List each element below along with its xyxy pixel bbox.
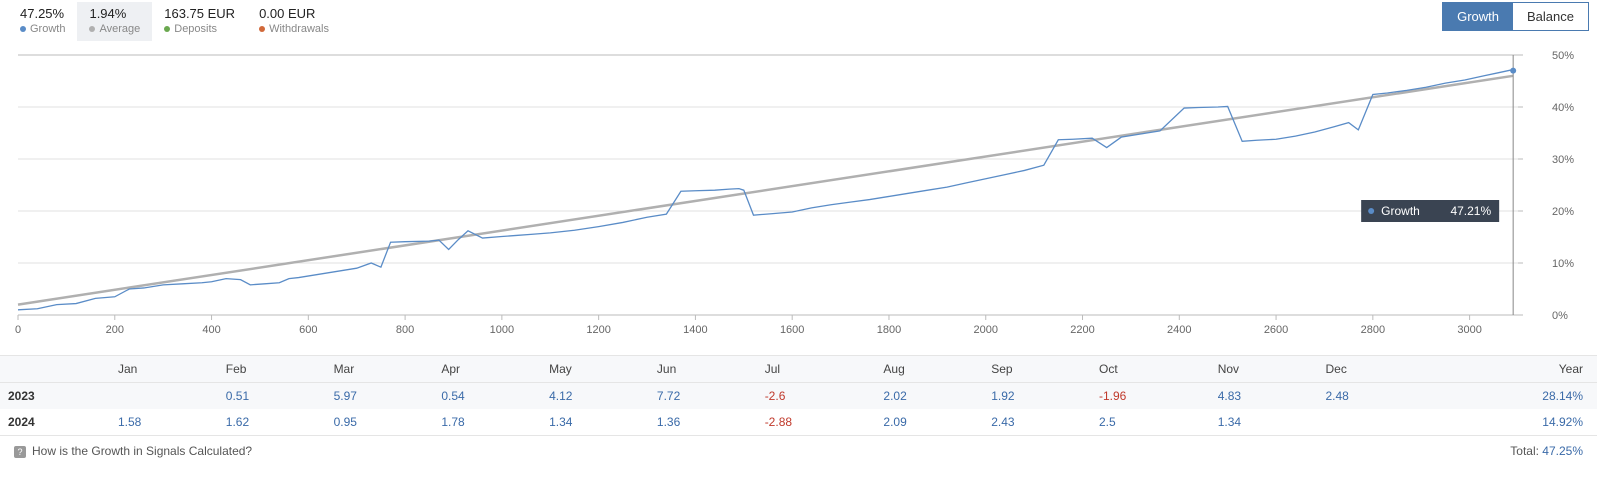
tab-growth[interactable]: Growth [1443, 3, 1513, 30]
legend-average-value: 1.94% [89, 6, 140, 21]
table-row: 20230.515.970.544.127.72-2.62.021.92-1.9… [0, 383, 1597, 410]
svg-text:1000: 1000 [490, 324, 514, 336]
svg-text:600: 600 [299, 324, 317, 336]
footer: ?How is the Growth in Signals Calculated… [0, 435, 1597, 466]
svg-text:2600: 2600 [1264, 324, 1288, 336]
legend-growth-label: Growth [20, 23, 65, 35]
svg-text:1800: 1800 [877, 324, 901, 336]
svg-text:0: 0 [15, 324, 21, 336]
svg-text:20%: 20% [1552, 206, 1574, 218]
monthly-table: JanFebMarAprMayJunJulAugSepOctNovDecYear… [0, 355, 1597, 435]
svg-text:2000: 2000 [973, 324, 997, 336]
legend-growth[interactable]: 47.25% Growth [8, 2, 77, 41]
legend-withdrawals-label: Withdrawals [259, 23, 329, 35]
legend-growth-value: 47.25% [20, 6, 65, 21]
svg-text:400: 400 [202, 324, 220, 336]
view-tabs: Growth Balance [1442, 2, 1589, 31]
svg-text:200: 200 [106, 324, 124, 336]
legend-average[interactable]: 1.94% Average [77, 2, 152, 41]
svg-text:0%: 0% [1552, 310, 1568, 322]
svg-text:47.21%: 47.21% [1450, 204, 1491, 218]
chart-legend: 47.25% Growth 1.94% Average 163.75 EUR D… [8, 2, 341, 41]
tab-balance[interactable]: Balance [1513, 3, 1588, 30]
table-row: 20241.581.620.951.781.341.36-2.882.092.4… [0, 409, 1597, 435]
legend-withdrawals[interactable]: 0.00 EUR Withdrawals [247, 2, 341, 41]
svg-text:30%: 30% [1552, 154, 1574, 166]
svg-text:1600: 1600 [780, 324, 804, 336]
help-link[interactable]: ?How is the Growth in Signals Calculated… [14, 444, 252, 458]
legend-deposits[interactable]: 163.75 EUR Deposits [152, 2, 247, 41]
average-dot-icon [89, 26, 95, 32]
legend-deposits-value: 163.75 EUR [164, 6, 235, 21]
svg-text:2800: 2800 [1361, 324, 1385, 336]
deposits-dot-icon [164, 26, 170, 32]
growth-chart[interactable]: 0% 10% 20% 30% 40% 50% 0 200 400 600 800 1000 1200 14… [0, 45, 1597, 355]
svg-text:2200: 2200 [1070, 324, 1094, 336]
growth-dot-icon [20, 26, 26, 32]
legend-withdrawals-value: 0.00 EUR [259, 6, 329, 21]
withdrawals-dot-icon [259, 26, 265, 32]
svg-text:40%: 40% [1552, 102, 1574, 114]
svg-text:800: 800 [396, 324, 414, 336]
question-icon: ? [14, 446, 26, 458]
legend-average-label: Average [89, 23, 140, 35]
total: Total: 47.25% [1510, 444, 1583, 458]
svg-text:1200: 1200 [586, 324, 610, 336]
svg-text:2400: 2400 [1167, 324, 1191, 336]
svg-text:1400: 1400 [683, 324, 707, 336]
svg-text:3000: 3000 [1457, 324, 1481, 336]
legend-deposits-label: Deposits [164, 23, 235, 35]
svg-text:10%: 10% [1552, 258, 1574, 270]
svg-text:50%: 50% [1552, 50, 1574, 62]
svg-text:Growth: Growth [1381, 204, 1420, 218]
